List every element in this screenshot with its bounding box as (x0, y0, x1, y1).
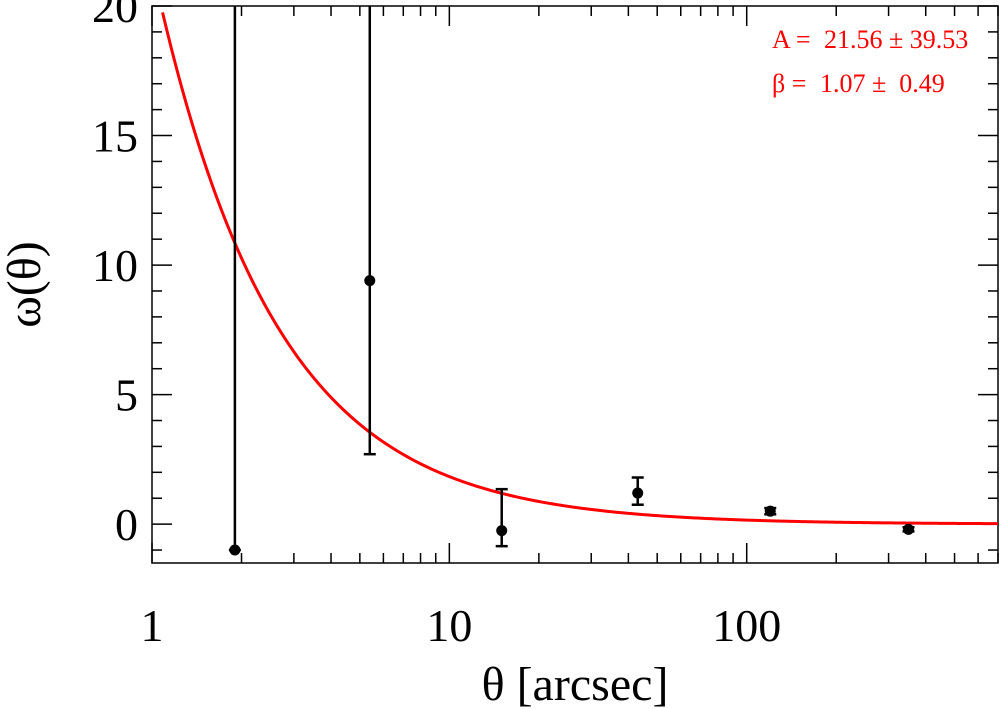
x-tick-labels: 1 10 100 (141, 600, 782, 651)
data-point-marker (496, 525, 508, 537)
data-points (228, 6, 915, 556)
plot-area (151, 5, 999, 564)
x-tick-label: 10 (426, 600, 472, 651)
fit-curve (161, 12, 999, 526)
x-axis-label: θ [arcsec] (482, 658, 669, 709)
data-point (902, 523, 915, 535)
x-tick-label: 1 (141, 600, 164, 651)
data-point (495, 487, 508, 548)
data-point-marker (902, 523, 914, 535)
y-tick-label: 0 (115, 499, 138, 550)
y-axis-ticks (152, 5, 998, 551)
data-point (764, 505, 777, 517)
data-point (631, 476, 644, 506)
plot-frame (151, 5, 999, 564)
y-tick-label: 15 (92, 111, 138, 162)
annotation-beta-label: β = (772, 69, 806, 98)
data-point (228, 6, 241, 556)
data-point-marker (229, 544, 241, 556)
fit-annotation: A = 21.56 ± 39.53 β = 1.07 ± 0.49 (772, 25, 968, 98)
y-tick-labels: 0 5 10 15 20 (92, 0, 138, 550)
y-tick-label: 20 (92, 0, 138, 32)
annotation-a-label: A = (772, 25, 811, 54)
data-point-marker (364, 275, 376, 287)
data-point (363, 6, 376, 456)
y-tick-label: 10 (92, 240, 138, 291)
x-axis-ticks (151, 6, 999, 563)
data-point-marker (764, 505, 776, 517)
data-point-marker (632, 487, 644, 499)
y-axis-label: ω(θ) (0, 241, 51, 328)
annotation-a-value: 21.56 ± 39.53 (824, 25, 968, 54)
x-tick-label: 100 (712, 600, 781, 651)
annotation-beta-value: 1.07 ± 0.49 (820, 69, 945, 98)
y-tick-label: 5 (115, 370, 138, 421)
